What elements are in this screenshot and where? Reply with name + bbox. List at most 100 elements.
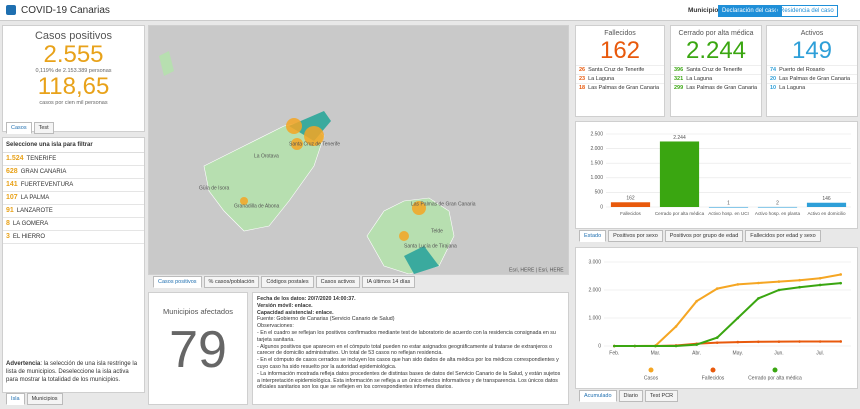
- x-tick-label: Feb.: [609, 350, 619, 356]
- map-tabs: Casos positivos% casos/población Códigos …: [153, 276, 416, 288]
- point: [777, 340, 781, 343]
- y-tick-label: 1.500: [590, 161, 603, 167]
- card-value: 162: [599, 37, 641, 64]
- logo: [6, 5, 16, 15]
- warning-label: Advertencia: [6, 361, 41, 367]
- tab[interactable]: Fallecidos por edad y sexo: [745, 230, 821, 242]
- point: [674, 325, 678, 328]
- tab[interactable]: Positivos por sexo: [608, 230, 663, 242]
- bar: [659, 141, 700, 207]
- card-item: 396 Santa Cruz de Tenerife: [671, 65, 761, 74]
- card-item-count: 74: [770, 67, 777, 73]
- tab[interactable]: % casos/población: [203, 276, 260, 288]
- island-row[interactable]: 8 LA GOMERA: [3, 218, 144, 231]
- case-bubble: [304, 126, 324, 146]
- island-row[interactable]: 3 EL HIERRO: [3, 231, 144, 244]
- case-bubble: [291, 138, 303, 150]
- tab[interactable]: Positivos por grupo de edad: [664, 230, 744, 242]
- island-count: 91: [6, 207, 14, 214]
- x-tick-label: Activo en domicilio: [807, 211, 845, 216]
- x-tick-label: Activo hosp. en planta: [755, 211, 801, 216]
- island-name: GRAN CANARIA: [20, 169, 67, 175]
- card-item-count: 299: [674, 85, 684, 91]
- card-item-count: 18: [579, 85, 586, 91]
- stat-card: Activos 149 74 Puerto del Rosario 20 Las Palm…: [766, 25, 858, 117]
- y-tick-label: 2.000: [588, 287, 601, 293]
- card-title: Cerrado por alta médica: [678, 30, 754, 37]
- point: [674, 344, 678, 348]
- card-item-name: Las Palmas de Gran Canaria: [779, 76, 851, 82]
- note-line: Fuente: Gobierno de Canarias (Servicio C…: [257, 316, 395, 323]
- warning: Advertencia: la selección de una isla re…: [6, 360, 142, 384]
- point: [777, 280, 781, 283]
- filter-button[interactable]: Residencia del caso: [776, 5, 838, 17]
- tab[interactable]: Municipios: [26, 393, 63, 405]
- filter-button[interactable]: Declaración del caso: [718, 5, 782, 17]
- note-line: Capacidad asistencial: enlace.: [257, 309, 334, 316]
- header: COVID-19 Canarias Municipio Declaración …: [0, 0, 860, 21]
- summary-tabs: Casos Test: [6, 122, 54, 134]
- tab[interactable]: Casos activos: [315, 276, 360, 288]
- note-line: Versión móvil: enlace.: [257, 302, 313, 309]
- rate-label: casos por cien mil personas: [39, 100, 108, 106]
- island-count: 3: [6, 233, 10, 240]
- line-panel: 0 1.000 2.000 3.000 Feb. Mar. Abr. May. Jun. Jul.…: [575, 247, 858, 389]
- point: [715, 336, 719, 339]
- island-name: FUERTEVENTURA: [20, 182, 74, 188]
- island-row[interactable]: 91 LANZAROTE: [3, 205, 144, 218]
- y-tick-label: 0: [598, 343, 601, 349]
- point: [654, 344, 657, 348]
- tab[interactable]: Estado: [579, 230, 607, 242]
- tab[interactable]: Diario: [618, 390, 643, 402]
- tab[interactable]: Test: [33, 122, 54, 134]
- island-area: [404, 246, 439, 274]
- note-line: Observaciones:: [257, 323, 294, 330]
- card-item-name: La Laguna: [686, 76, 713, 82]
- tab[interactable]: IA últimos 14 días: [361, 276, 416, 288]
- line-chart: 0 1.000 2.000 3.000 Feb. Mar. Abr. May. Jun. Jul.…: [588, 259, 851, 381]
- island-row[interactable]: 1.524 TENERIFE: [3, 153, 144, 166]
- y-tick-label: 3.000: [588, 259, 601, 265]
- total-cases: 2.555: [43, 41, 104, 68]
- x-tick-label: Jun.: [774, 350, 783, 356]
- legend-swatch: [772, 367, 778, 373]
- island-count: 628: [6, 168, 18, 175]
- islands-panel: Seleccione una isla para filtrar 1.524 TE…: [2, 137, 145, 393]
- case-bubble: [412, 201, 426, 215]
- bar: [610, 202, 651, 207]
- island-row[interactable]: 141 FUERTEVENTURA: [3, 179, 144, 192]
- island-name: TENERIFE: [26, 156, 57, 162]
- map-attribution: Esri, HERE | Esri, HERE: [509, 267, 564, 273]
- island-la-gomera: [159, 51, 174, 76]
- island-row[interactable]: 107 LA PALMA: [3, 192, 144, 205]
- island-row[interactable]: 628 GRAN CANARIA: [3, 166, 144, 179]
- tab[interactable]: Códigos postales: [261, 276, 314, 288]
- municipalities-title: Municipios afectados: [162, 307, 234, 316]
- card-value: 149: [791, 37, 833, 64]
- x-tick-label: Activo hosp. en UCI: [708, 211, 749, 216]
- point: [695, 299, 698, 303]
- point: [777, 288, 781, 292]
- card-item-name: Santa Cruz de Tenerife: [588, 67, 645, 73]
- tab[interactable]: Casos: [6, 122, 32, 134]
- map-canvas: La Orotava Santa Cruz de Tenerife Güía d…: [159, 51, 564, 274]
- case-bubble: [286, 118, 302, 134]
- map-label: Santa Cruz de Tenerife: [289, 141, 340, 147]
- app-title: COVID-19 Canarias: [21, 5, 110, 16]
- notes-panel: Fecha de los datos: 20/7/2020 14:00:37. V…: [252, 292, 569, 405]
- series-line: [614, 282, 841, 347]
- map-label: Güía de Isora: [199, 185, 230, 191]
- card-item: 26 Santa Cruz de Tenerife: [576, 65, 664, 74]
- summary-panel: Casos positivos 2.555 0,119% de 2.153.38…: [2, 25, 145, 132]
- point: [798, 278, 801, 282]
- x-tick-label: Abr.: [692, 350, 701, 356]
- tab[interactable]: Isla: [6, 393, 25, 405]
- card-item-count: 26: [579, 67, 586, 73]
- card-item-name: Puerto del Rosario: [779, 67, 825, 73]
- tab[interactable]: Acumulado: [579, 390, 617, 402]
- tab[interactable]: Casos positivos: [153, 276, 202, 288]
- island-list: 1.524 TENERIFE 628 GRAN CANARIA 141 FUERTEVEN…: [3, 153, 144, 244]
- card-item-count: 10: [770, 85, 777, 91]
- tab[interactable]: Test PCR: [644, 390, 679, 402]
